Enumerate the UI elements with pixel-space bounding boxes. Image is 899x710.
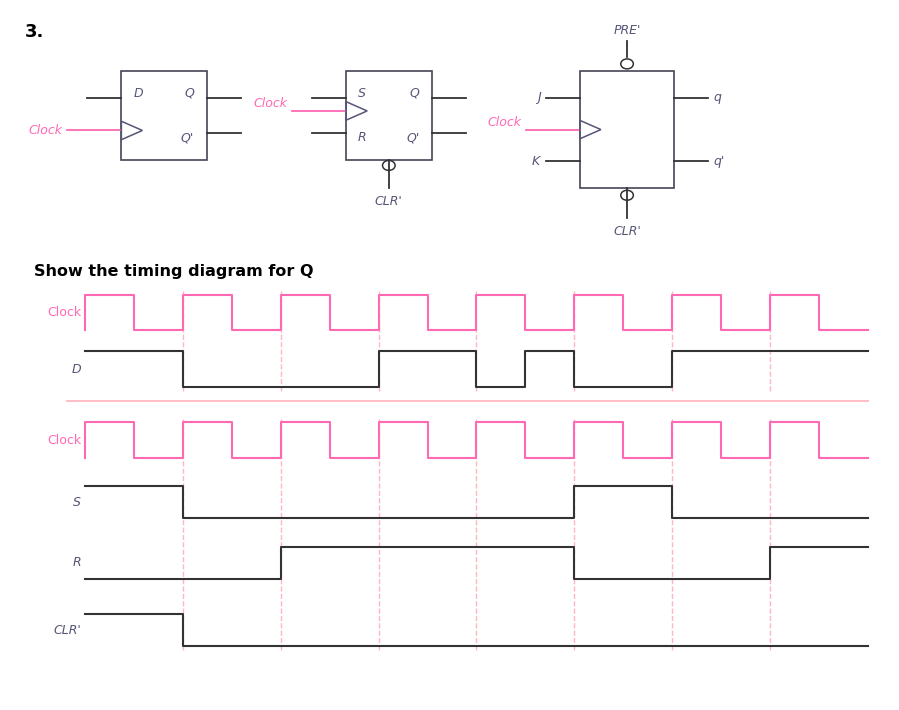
Text: Clock: Clock <box>487 116 521 129</box>
Text: Show the timing diagram for Q: Show the timing diagram for Q <box>34 264 314 280</box>
Bar <box>346 71 432 160</box>
Text: Q: Q <box>184 87 194 99</box>
Text: Q: Q <box>410 87 420 99</box>
Text: R: R <box>72 556 81 569</box>
Text: Clock: Clock <box>47 434 81 447</box>
Text: D: D <box>71 363 81 376</box>
Text: Clock: Clock <box>254 97 288 110</box>
Text: J: J <box>537 92 540 104</box>
Text: CLR': CLR' <box>53 623 81 637</box>
Text: q': q' <box>714 155 725 168</box>
Bar <box>580 71 674 188</box>
Text: 3.: 3. <box>25 23 45 40</box>
Text: Clock: Clock <box>29 124 63 137</box>
Text: K: K <box>532 155 540 168</box>
Text: q: q <box>714 92 722 104</box>
Text: R: R <box>358 131 367 144</box>
Bar <box>121 71 207 160</box>
Text: S: S <box>73 496 81 509</box>
Text: CLR': CLR' <box>613 225 641 238</box>
Text: PRE': PRE' <box>613 24 641 37</box>
Text: Q': Q' <box>406 131 420 144</box>
Text: D: D <box>134 87 144 99</box>
Text: Clock: Clock <box>47 306 81 319</box>
Text: S: S <box>358 87 366 99</box>
Text: Q': Q' <box>181 131 194 144</box>
Text: CLR': CLR' <box>375 195 403 208</box>
